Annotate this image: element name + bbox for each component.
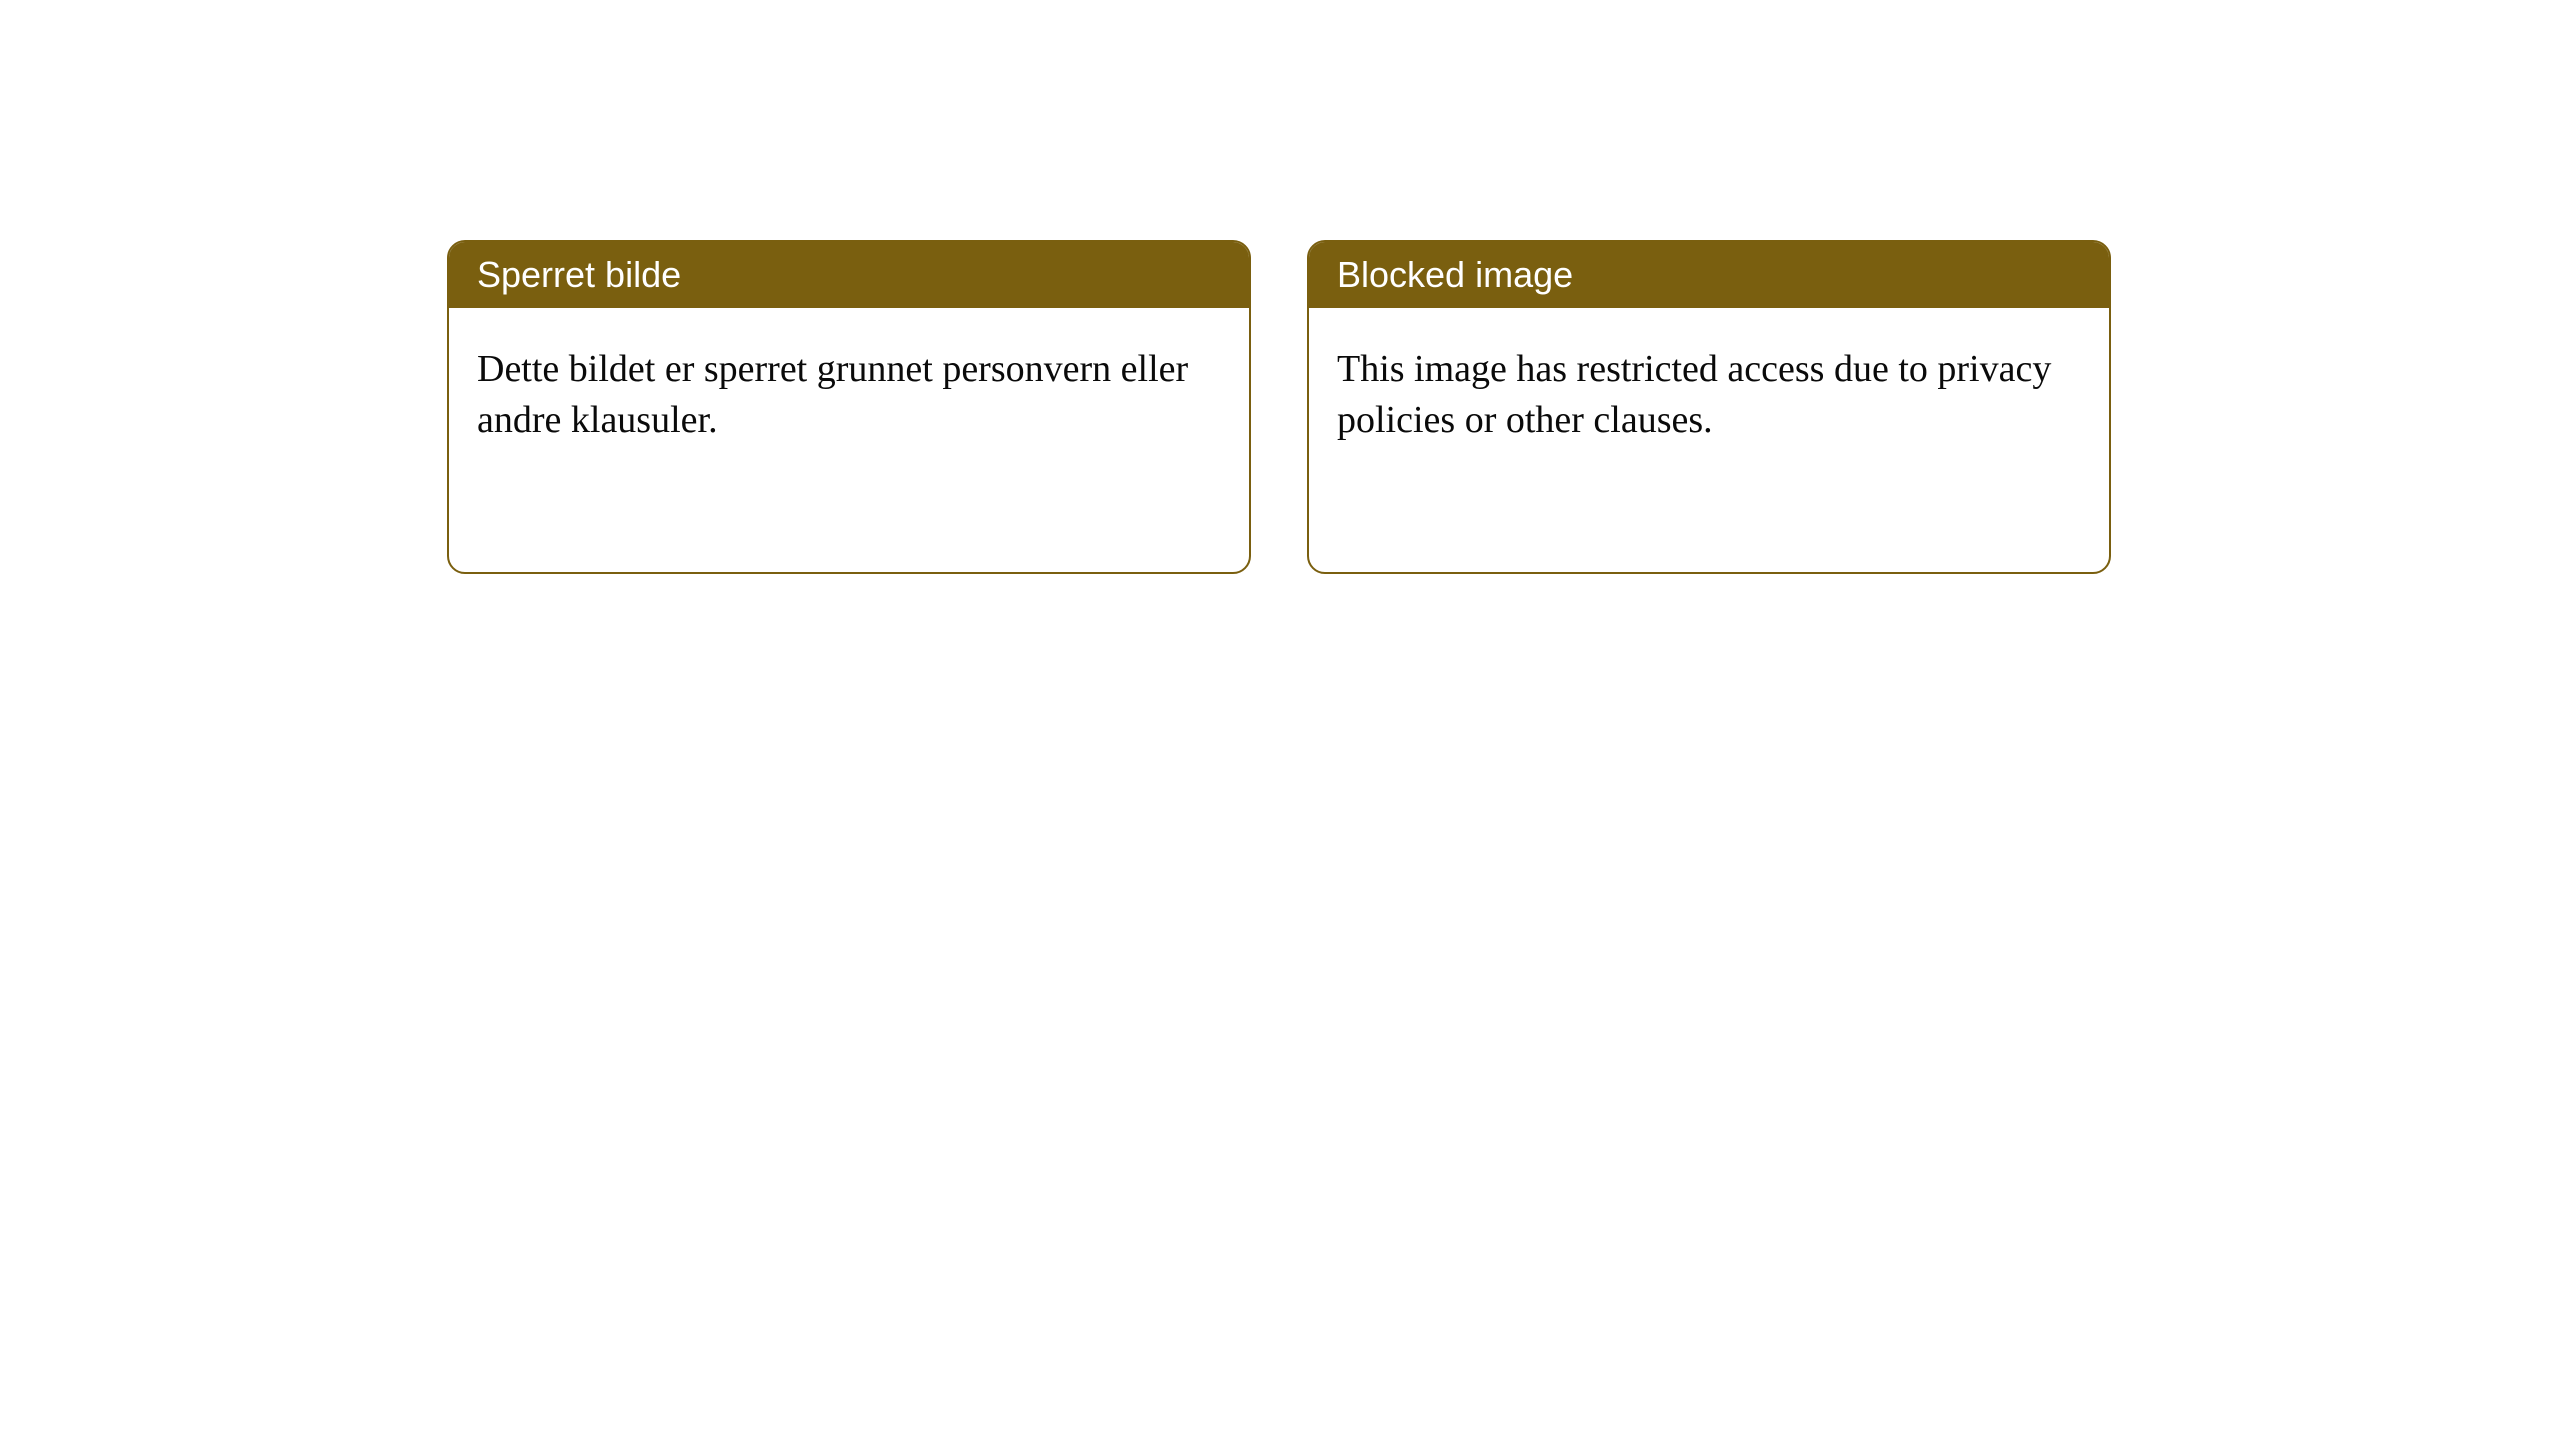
notice-header: Blocked image bbox=[1309, 242, 2109, 308]
notice-text: Dette bildet er sperret grunnet personve… bbox=[477, 348, 1188, 441]
notice-body: This image has restricted access due to … bbox=[1309, 308, 2109, 483]
notice-card-english: Blocked image This image has restricted … bbox=[1307, 240, 2111, 574]
notice-title: Sperret bilde bbox=[477, 254, 681, 295]
notice-card-norwegian: Sperret bilde Dette bildet er sperret gr… bbox=[447, 240, 1251, 574]
blocked-image-notices: Sperret bilde Dette bildet er sperret gr… bbox=[447, 240, 2111, 574]
notice-text: This image has restricted access due to … bbox=[1337, 348, 2051, 441]
notice-title: Blocked image bbox=[1337, 254, 1573, 295]
notice-header: Sperret bilde bbox=[449, 242, 1249, 308]
notice-body: Dette bildet er sperret grunnet personve… bbox=[449, 308, 1249, 483]
